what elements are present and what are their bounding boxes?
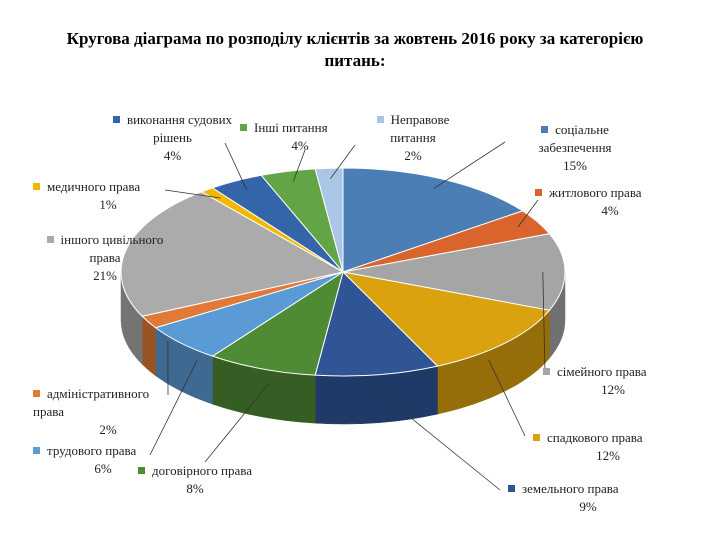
data-label: Неправове питання 2% — [368, 111, 458, 165]
legend-marker — [33, 390, 40, 397]
slice — [342, 233, 566, 311]
value-label: 2% — [99, 422, 117, 437]
value-label: 9% — [579, 499, 597, 514]
leader-line — [330, 144, 356, 179]
data-label: медичного права 1% — [33, 178, 183, 214]
data-label: виконання судових рішень 4% — [100, 111, 245, 165]
data-label: земельного права 9% — [508, 480, 668, 516]
data-label: соціальне забезпечення 15% — [515, 121, 635, 175]
category-label: іншого цивільного права — [60, 232, 164, 265]
data-label: спадкового права 12% — [533, 429, 683, 465]
value-label: 15% — [563, 158, 587, 173]
leader-line — [292, 149, 306, 182]
slice — [342, 167, 524, 273]
legend-marker — [240, 124, 247, 131]
value-label: 1% — [99, 197, 117, 212]
slice — [314, 167, 344, 273]
leader-line — [164, 189, 221, 199]
legend-marker — [112, 116, 120, 123]
legend-marker — [46, 236, 54, 243]
category-label: адміністративного права — [33, 386, 150, 419]
leader-line — [542, 271, 546, 373]
legend-marker — [541, 126, 549, 133]
leader-line — [149, 359, 198, 456]
category-label: Інші питання — [254, 120, 328, 135]
value-label: 4% — [601, 203, 619, 218]
data-label: трудового права 6% — [33, 442, 173, 478]
legend-marker — [533, 434, 540, 441]
legend-marker — [508, 485, 515, 492]
legend-marker — [137, 467, 145, 474]
data-label: договірного права 8% — [135, 462, 255, 498]
data-label: житлового права 4% — [535, 184, 685, 220]
category-label: сімейного права — [557, 364, 647, 379]
leader-line — [488, 359, 526, 437]
value-label: 2% — [404, 148, 422, 163]
category-label: житлового права — [549, 185, 642, 200]
slice — [120, 191, 345, 317]
slice — [314, 271, 439, 377]
legend-marker — [376, 116, 384, 123]
value-label: 12% — [601, 382, 625, 397]
value-label: 4% — [291, 138, 309, 153]
data-label: іншого цивільного права 21% — [30, 231, 180, 285]
chart-title: Кругова діаграма по розподілу клієнтів з… — [66, 29, 644, 70]
value-label: 6% — [94, 461, 112, 476]
legend-marker — [543, 368, 550, 375]
category-label: Неправове питання — [390, 112, 450, 145]
value-label: 21% — [93, 268, 117, 283]
category-label: медичного права — [47, 179, 141, 194]
category-label: земельного права — [522, 481, 619, 496]
legend-marker — [535, 189, 542, 196]
value-label: 4% — [163, 148, 182, 163]
category-label: соціальне забезпечення — [538, 122, 612, 155]
slice — [341, 271, 551, 367]
category-label: виконання судових рішень — [126, 112, 233, 145]
legend-marker — [33, 183, 40, 190]
value-label: 12% — [596, 448, 620, 463]
data-label: адміністративного права 2% — [33, 385, 183, 439]
data-label: сімейного права 12% — [543, 363, 683, 399]
value-label: 8% — [186, 481, 204, 496]
data-label: Інші питання 4% — [240, 119, 360, 155]
category-label: спадкового права — [547, 430, 643, 445]
leader-line — [517, 199, 539, 228]
leader-line — [374, 387, 501, 491]
category-label: трудового права — [47, 443, 137, 458]
leader-line — [433, 141, 506, 189]
leader-line — [204, 382, 270, 463]
category-label: договірного права — [151, 463, 253, 478]
slice — [211, 270, 344, 376]
leader-line — [224, 142, 248, 191]
legend-marker — [33, 447, 40, 454]
